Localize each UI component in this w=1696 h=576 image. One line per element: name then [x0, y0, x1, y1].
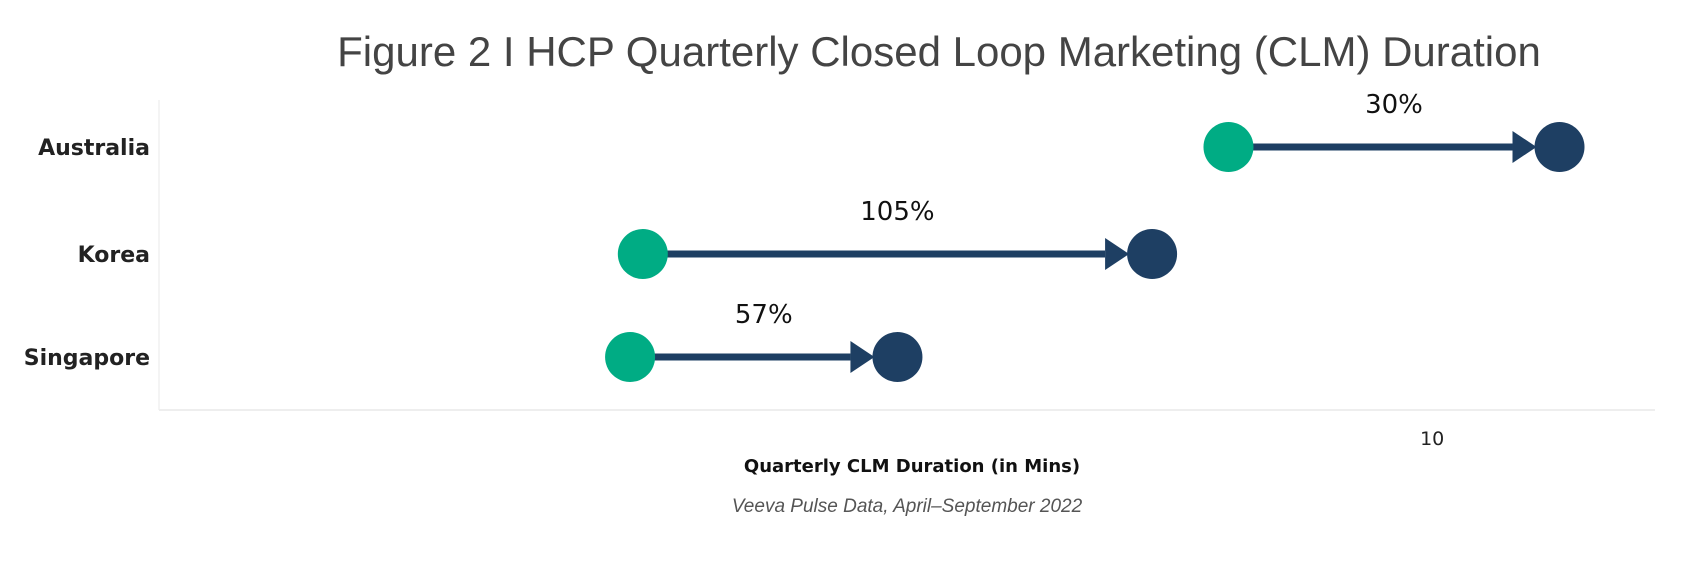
row-korea: Korea 105% [78, 197, 1178, 279]
start-point [617, 229, 668, 279]
source-note: Veeva Pulse Data, April–September 2022 [732, 496, 1083, 517]
change-label: 30% [1365, 90, 1423, 120]
start-point [1203, 122, 1254, 172]
x-tick-label: 10 [1420, 428, 1444, 450]
arrow-head [1105, 238, 1130, 270]
arrow-head [850, 341, 875, 373]
chart-title: Figure 2 I HCP Quarterly Closed Loop Mar… [337, 28, 1541, 75]
category-label: Singapore [24, 346, 150, 371]
category-label: Korea [78, 243, 150, 268]
row-singapore: Singapore 57% [24, 300, 923, 382]
start-point [605, 332, 656, 382]
x-axis-title: Quarterly CLM Duration (in Mins) [744, 456, 1080, 477]
category-label: Australia [38, 136, 150, 161]
end-point [1127, 229, 1178, 279]
end-point [1534, 122, 1585, 172]
arrow-head [1512, 131, 1537, 163]
change-label: 105% [860, 197, 934, 227]
change-label: 57% [735, 300, 793, 330]
row-australia: Australia 30% [38, 90, 1585, 172]
end-point [872, 332, 923, 382]
